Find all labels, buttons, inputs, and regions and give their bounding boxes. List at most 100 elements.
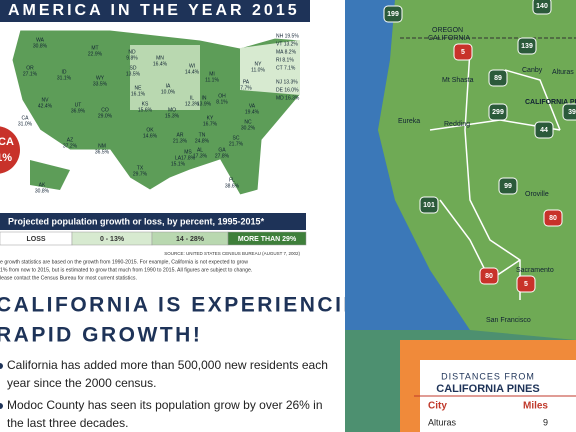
- state-value: 16.7%: [203, 121, 218, 127]
- highway-number: 99: [504, 183, 512, 190]
- place-name: San Francisco: [486, 317, 531, 324]
- state-name: LA: [175, 155, 182, 161]
- us-map-region: [130, 45, 200, 110]
- state-value: 27.1%: [23, 71, 38, 77]
- state-value: 13.5%: [126, 71, 141, 77]
- footnote-line: 1% from now to 2015, but is estimated to…: [0, 267, 252, 273]
- state-value: 16.4%: [153, 61, 168, 67]
- state-name: MN: [156, 55, 164, 61]
- state-value: 15.1%: [171, 161, 186, 167]
- highway-number: 140: [536, 3, 548, 10]
- state-label: MA 8.2%: [276, 49, 297, 55]
- state-value: 12.3%: [185, 101, 200, 107]
- bullet-text: California has added more than 500,000 n…: [7, 358, 328, 372]
- state-value: 17.3%: [193, 153, 208, 159]
- state-label: NJ 13.3%: [276, 79, 298, 85]
- place-name: Sacramento: [516, 267, 554, 274]
- highway-shield: [498, 177, 518, 195]
- state-value: 36.5%: [95, 149, 110, 155]
- state-value: 15.6%: [138, 107, 153, 113]
- alaska-map: [30, 160, 70, 190]
- highway-number: 199: [387, 11, 399, 18]
- state-name: MO: [168, 107, 176, 113]
- footnote-line: e growth statistics are based on the gro…: [0, 259, 248, 265]
- highway-shield: [488, 69, 508, 87]
- highway-shield: [516, 275, 536, 293]
- title-bar: [0, 0, 310, 22]
- bullet-dot: [0, 363, 3, 369]
- highway-shield: [562, 103, 576, 121]
- legend-item: LOSS: [26, 236, 45, 243]
- highway-number: 5: [524, 281, 528, 288]
- distance-title: DISTANCES FROM: [441, 371, 535, 381]
- state-name: OK: [146, 127, 154, 133]
- ocean: [345, 0, 470, 330]
- state-name: SD: [130, 65, 137, 71]
- highway-shield: [517, 37, 537, 55]
- state-name: AL: [197, 147, 203, 153]
- state-value: 33.5%: [93, 81, 108, 87]
- legend-item: 14 - 28%: [176, 236, 205, 243]
- column-header: Miles: [523, 401, 548, 412]
- state-name: MS: [184, 149, 192, 155]
- highway-shield: [532, 0, 552, 15]
- state-name: GA: [218, 147, 226, 153]
- state-name: NY: [255, 61, 263, 67]
- state-label: CT 7.1%: [276, 65, 296, 71]
- bullet-dot: [0, 403, 3, 409]
- column-header: City: [428, 401, 447, 412]
- highway-number: 101: [423, 202, 435, 209]
- legend: LOSS 0 - 13% 14 - 28% MORE THAN 29%: [0, 231, 307, 246]
- highway-number: 39: [568, 109, 576, 116]
- bullet-text: the last three decades.: [7, 416, 128, 430]
- place-name: CALIFORNIA: [428, 35, 470, 42]
- place-name: Alturas: [552, 69, 574, 76]
- state-label: VT 13.2%: [276, 41, 298, 47]
- state-value: 30.2%: [241, 125, 256, 131]
- state-value: 21.7%: [229, 141, 244, 147]
- highway-number: 139: [521, 43, 533, 50]
- highway-number: 89: [494, 75, 502, 82]
- state-label: MD 16.3%: [276, 95, 300, 101]
- state-name: AR: [177, 132, 184, 138]
- state-name: MT: [91, 45, 98, 51]
- state-value: 31.0%: [18, 121, 33, 127]
- state-value: 19.4%: [245, 109, 260, 115]
- state-name: CA: [22, 115, 30, 121]
- title: AMERICA IN THE YEAR 2015: [8, 2, 300, 19]
- callout-value: 31%: [0, 152, 12, 164]
- legend-swatch: [227, 231, 307, 246]
- callout-circle: [0, 126, 20, 174]
- state-name: MI: [209, 71, 215, 77]
- headline: CALIFORNIA IS EXPERIENCING: [0, 294, 380, 317]
- state-value: 8.1%: [216, 99, 228, 105]
- highway-number: 80: [485, 273, 493, 280]
- state-name: ID: [62, 69, 67, 75]
- state-value: 30.8%: [33, 43, 48, 49]
- state-name: OR: [26, 65, 34, 71]
- state-name: IN: [202, 95, 207, 101]
- city: Alturas: [428, 417, 457, 427]
- state-name: FL: [229, 177, 235, 183]
- state-name: KS: [142, 101, 149, 107]
- bullets: California has added more than 500,000 n…: [0, 358, 328, 430]
- highway-shield: [534, 121, 554, 139]
- state-value: 22.9%: [88, 51, 103, 57]
- legend-bar: [0, 213, 306, 230]
- legend-item: MORE THAN 29%: [238, 236, 297, 243]
- legend-item: 0 - 13%: [100, 236, 125, 243]
- callout-state: CA: [0, 136, 14, 148]
- state-label: NH 19.5%: [276, 33, 299, 39]
- state-name: NE: [135, 85, 143, 91]
- place-name: OREGON: [432, 27, 463, 34]
- highway-shield: [383, 5, 403, 23]
- state-name: TN: [199, 132, 206, 138]
- highway-number: 44: [540, 127, 548, 134]
- state-name: CO: [101, 107, 109, 113]
- state-label: RI 8.1%: [276, 57, 294, 63]
- state-name: TX: [137, 165, 144, 171]
- state-name: NV: [42, 97, 50, 103]
- state-name: VA: [249, 103, 256, 109]
